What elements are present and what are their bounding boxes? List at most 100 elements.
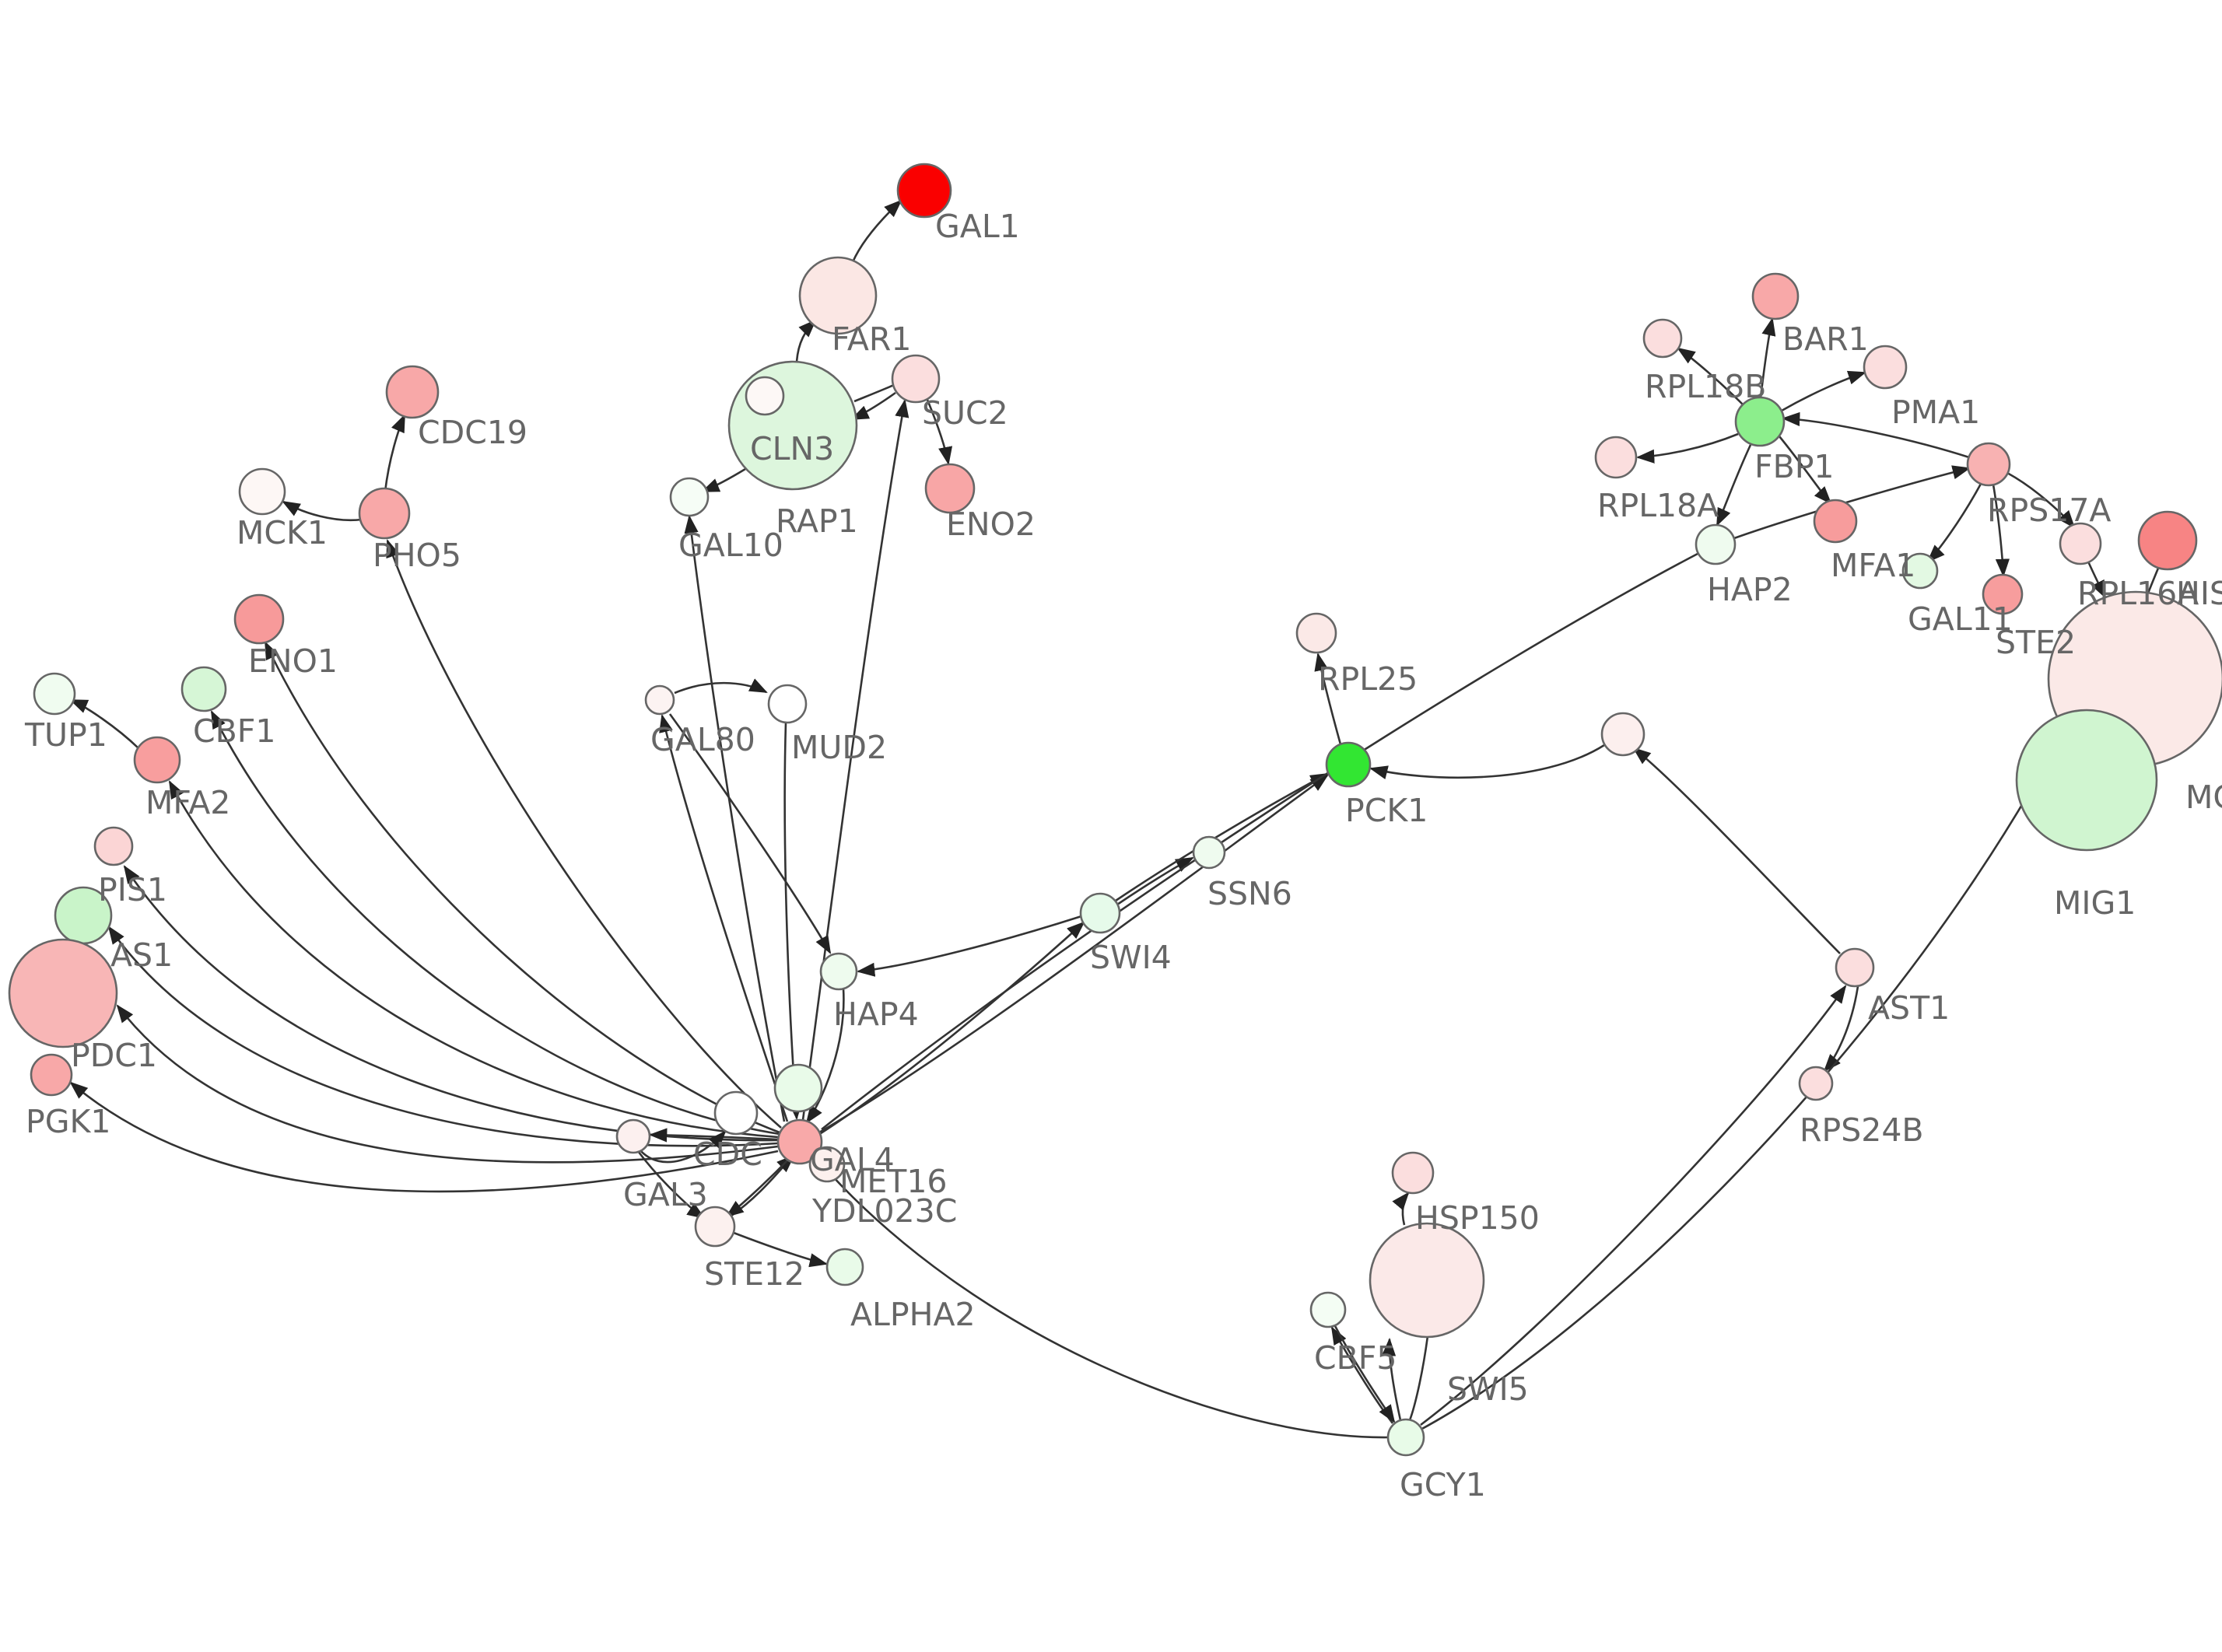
node-RPS24B[interactable] [1798, 1066, 1834, 1101]
node-MCK1[interactable] [238, 467, 286, 516]
node-PCK1[interactable] [1325, 741, 1372, 788]
node-GAL10[interactable] [669, 477, 710, 517]
node-GCY1[interactable] [1386, 1418, 1425, 1457]
node-SWI4[interactable] [1079, 892, 1121, 934]
node-GAS1[interactable] [54, 886, 113, 945]
node-ENO2[interactable] [924, 463, 976, 514]
node-HIS4[interactable] [2137, 510, 2198, 571]
edge-GAL4-to-GCY1 [816, 1158, 1389, 1439]
node-CBF1[interactable] [180, 666, 227, 712]
node-RPL18A[interactable] [1594, 436, 1638, 479]
edge-GAL4-to-CBF1 [210, 710, 780, 1136]
node-YDL023C[interactable] [808, 1146, 846, 1183]
nodes-layer [8, 163, 2222, 1457]
edge-HAP2-to-RPS17A [1733, 465, 1971, 540]
edge-HAP2-to-GAL4 [821, 552, 1698, 1131]
edge-AST1-to-RPS24B [1823, 985, 1859, 1073]
node-CDCxx[interactable] [713, 1090, 759, 1136]
edge-GAL4-to-SUC2 [801, 398, 909, 1121]
edge-SWI5-to-HSP150 [1392, 1192, 1410, 1226]
node-cln3-overlap[interactable] [745, 376, 785, 416]
node-PMA1[interactable] [1863, 345, 1908, 390]
edge-HUB1-to-PCK1 [1369, 744, 1605, 779]
node-HAP4[interactable] [819, 952, 858, 991]
node-HAP2[interactable] [1695, 523, 1737, 565]
node-SUC2[interactable] [891, 354, 941, 404]
node-CBF5[interactable] [1309, 1291, 1347, 1328]
edge-PCK1-to-RPL25 [1314, 652, 1342, 745]
edge-STE12-to-ALPHA2 [733, 1231, 829, 1268]
edge-FBP1-to-RPL18B [1677, 347, 1745, 407]
edge-GAL4-to-GAS1 [107, 926, 779, 1147]
edge-CLN3-to-GAL10 [701, 467, 746, 493]
node-GAL4[interactable] [776, 1118, 823, 1165]
edge-FBP1-to-MFA1 [1778, 436, 1832, 505]
node-ALPHA2[interactable] [825, 1248, 864, 1286]
node-TUP1[interactable] [33, 672, 76, 716]
edge-RPL16A-to-MCM1 [2087, 561, 2107, 599]
edge-CBF5-to-GCY1 [1333, 1324, 1396, 1423]
node-MFA2[interactable] [133, 736, 181, 784]
edge-GAL4-to-PIS1 [123, 865, 779, 1142]
node-STE2[interactable] [1982, 573, 2024, 615]
edge-SUC2-to-CLN3 [850, 391, 896, 421]
node-CLN3[interactable] [727, 360, 858, 491]
node-MET16n[interactable] [773, 1063, 823, 1113]
node-PHO5[interactable] [358, 487, 411, 540]
edge-RPS17A-to-FBP1 [1781, 411, 1970, 459]
node-MFA1[interactable] [1813, 499, 1858, 544]
node-AST1[interactable] [1835, 947, 1875, 988]
edge-GAL80-to-HAP4 [668, 713, 832, 954]
node-GAL3[interactable] [615, 1118, 651, 1154]
node-FBP1[interactable] [1734, 396, 1786, 447]
node-SWI5[interactable] [1369, 1222, 1485, 1339]
edge-FBP1-to-PMA1 [1781, 370, 1866, 412]
node-RPS17A[interactable] [1966, 442, 2011, 487]
edge-SWI4-to-PCK1 [1115, 772, 1329, 902]
node-GAL11[interactable] [1901, 552, 1939, 590]
node-PIS1[interactable] [93, 826, 134, 866]
node-SSN6[interactable] [1192, 835, 1226, 870]
edge-RPS17A-to-GAL11 [1926, 483, 1982, 563]
node-STE12[interactable] [694, 1206, 736, 1248]
node-PDC1[interactable] [8, 938, 118, 1048]
edge-GAL4-to-PCK1 [818, 774, 1329, 1134]
edge-GCY1-to-SWI5 [1381, 1337, 1402, 1421]
edge-SWI4-to-HAP4 [856, 915, 1082, 977]
edge-GAL80-to-MUD2 [674, 678, 768, 695]
node-GAL80[interactable] [644, 684, 675, 716]
edge-GAL4-to-GAL10 [684, 514, 786, 1122]
node-RPL25[interactable] [1295, 612, 1337, 654]
node-PGK1[interactable] [30, 1053, 73, 1097]
edge-FBP1-to-BAR1 [1759, 317, 1776, 398]
edge-PHO5-to-CDC19 [384, 414, 406, 492]
edge-HAP4-to-GAL4 [805, 988, 845, 1124]
node-RPL18B[interactable] [1642, 318, 1683, 359]
edge-MFA2-to-TUP1 [69, 698, 139, 749]
edge-GCY1-to-MCM1 [1420, 736, 2062, 1431]
node-CDC19[interactable] [385, 365, 440, 419]
edge-FBP1-to-RPL18A [1635, 432, 1739, 464]
node-MUD2[interactable] [767, 684, 808, 724]
node-RPL16A[interactable] [2059, 522, 2102, 565]
node-GAL1[interactable] [896, 163, 952, 219]
edge-GAL4-to-PGK1 [69, 1081, 779, 1193]
node-ENO1[interactable] [233, 593, 285, 645]
node-HSP150[interactable] [1391, 1151, 1435, 1195]
node-MIG1[interactable] [2015, 709, 2158, 852]
node-HUB1[interactable] [1600, 712, 1645, 757]
edge-AST1-to-HUB1 [1632, 747, 1841, 954]
edge-SWI4-to-SSN6 [1116, 856, 1194, 906]
edge-GAL4-to-ENO1 [264, 641, 780, 1134]
edge-GAL4-to-PHO5 [386, 539, 782, 1129]
edge-GAL4-to-MFA2 [168, 780, 779, 1139]
edge-GAL4-to-GAL80 [659, 713, 789, 1122]
edge-PHO5-to-MCK1 [282, 500, 363, 522]
node-FAR1[interactable] [798, 256, 878, 335]
edge-SUC2-to-ENO2 [926, 399, 953, 466]
node-BAR1[interactable] [1751, 272, 1800, 320]
edge-RPS17A-to-STE2 [1992, 484, 2010, 578]
edge-GAL4-to-PDC1 [116, 1004, 779, 1164]
